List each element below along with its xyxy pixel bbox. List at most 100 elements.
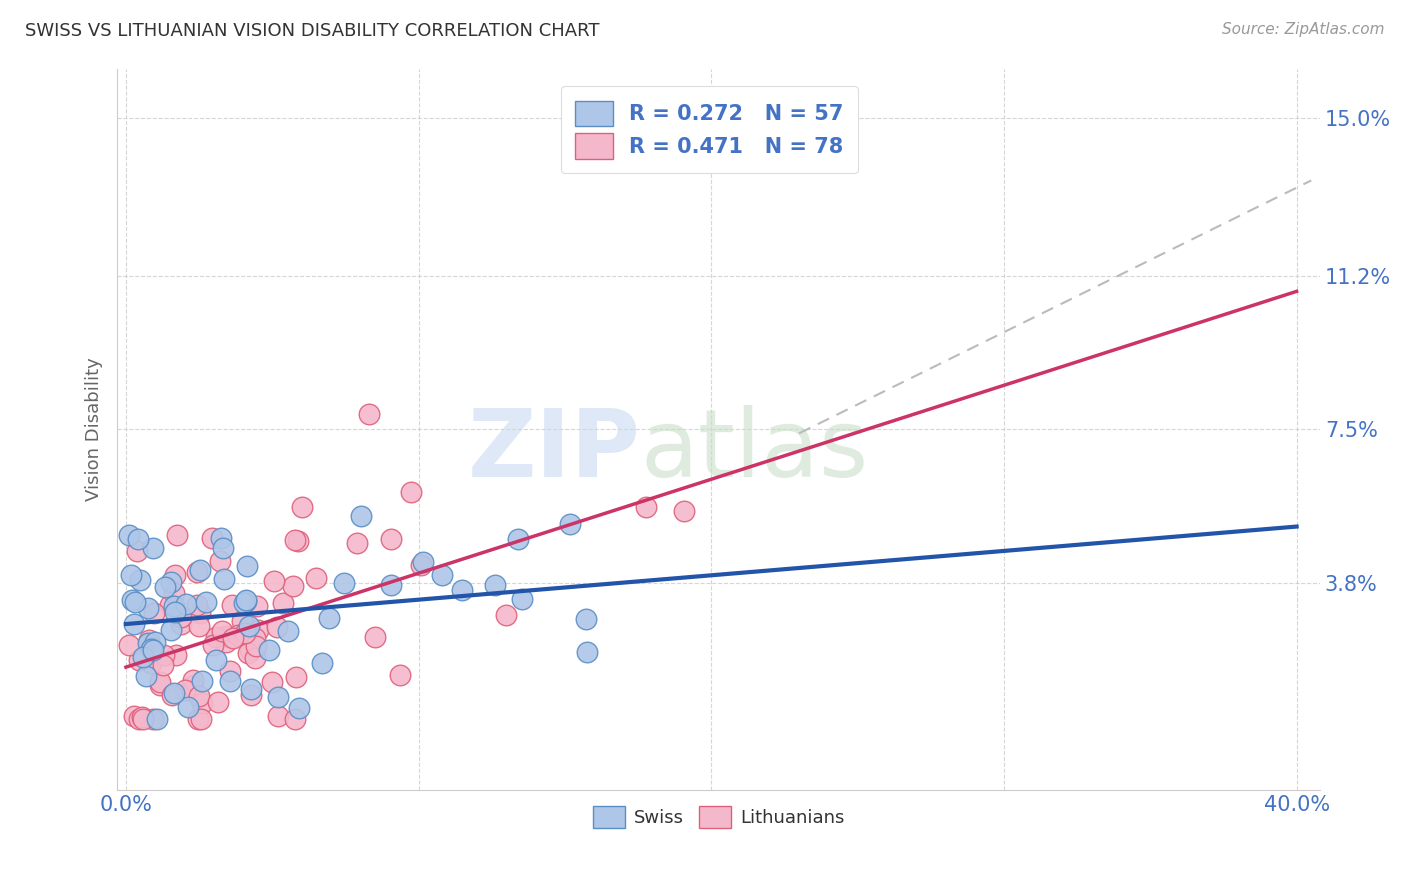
Point xyxy=(127,533,149,547)
Point xyxy=(136,601,159,615)
Point xyxy=(239,681,262,696)
Point xyxy=(190,563,212,577)
Point xyxy=(141,656,163,670)
Point xyxy=(155,580,177,594)
Point xyxy=(266,620,288,634)
Point xyxy=(235,593,257,607)
Point xyxy=(191,673,214,688)
Point xyxy=(245,639,267,653)
Point xyxy=(149,678,172,692)
Point xyxy=(120,568,142,582)
Point xyxy=(211,624,233,639)
Point xyxy=(146,713,169,727)
Point xyxy=(484,577,506,591)
Text: ZIP: ZIP xyxy=(468,405,640,497)
Point xyxy=(160,688,183,702)
Point xyxy=(201,638,224,652)
Point xyxy=(288,701,311,715)
Point xyxy=(143,606,166,620)
Point xyxy=(332,575,354,590)
Point xyxy=(166,527,188,541)
Point xyxy=(186,565,208,579)
Point xyxy=(450,583,472,598)
Point xyxy=(208,554,231,568)
Point xyxy=(177,699,200,714)
Point xyxy=(188,619,211,633)
Point xyxy=(122,709,145,723)
Point xyxy=(188,607,211,621)
Point xyxy=(191,696,214,710)
Point xyxy=(222,632,245,646)
Point xyxy=(127,543,149,558)
Point xyxy=(412,555,434,569)
Point xyxy=(506,532,529,546)
Point xyxy=(205,653,228,667)
Point xyxy=(159,598,181,612)
Point xyxy=(149,674,172,689)
Point xyxy=(128,573,150,587)
Y-axis label: Vision Disability: Vision Disability xyxy=(86,358,103,501)
Point xyxy=(170,609,193,624)
Point xyxy=(160,623,183,637)
Point xyxy=(122,616,145,631)
Point xyxy=(277,624,299,638)
Point xyxy=(201,531,224,545)
Point xyxy=(132,650,155,665)
Point xyxy=(236,559,259,574)
Point xyxy=(364,630,387,644)
Point xyxy=(495,607,517,622)
Point xyxy=(512,591,534,606)
Point xyxy=(236,647,259,661)
Point xyxy=(141,713,163,727)
Point xyxy=(243,631,266,645)
Point xyxy=(239,643,262,657)
Point xyxy=(143,634,166,648)
Point xyxy=(243,651,266,665)
Point xyxy=(271,596,294,610)
Point xyxy=(139,642,162,657)
Point xyxy=(239,688,262,702)
Point xyxy=(558,517,581,532)
Point xyxy=(430,568,453,582)
Point xyxy=(160,574,183,589)
Point xyxy=(284,669,307,683)
Point xyxy=(267,690,290,704)
Point xyxy=(409,558,432,572)
Point xyxy=(165,568,187,582)
Point xyxy=(257,643,280,657)
Point xyxy=(211,541,233,556)
Point xyxy=(575,612,598,626)
Point xyxy=(181,673,204,687)
Point xyxy=(233,596,256,610)
Point xyxy=(226,628,249,642)
Point xyxy=(128,713,150,727)
Point xyxy=(132,713,155,727)
Point xyxy=(186,598,208,612)
Point xyxy=(165,605,187,619)
Point xyxy=(142,541,165,556)
Point xyxy=(318,611,340,625)
Point xyxy=(235,593,257,607)
Point xyxy=(359,408,381,422)
Point xyxy=(136,636,159,650)
Point xyxy=(267,709,290,723)
Point xyxy=(152,657,174,672)
Point xyxy=(118,638,141,652)
Point xyxy=(576,645,599,659)
Point xyxy=(195,595,218,609)
Point xyxy=(263,574,285,588)
Point xyxy=(219,674,242,689)
Legend: Swiss, Lithuanians: Swiss, Lithuanians xyxy=(585,798,852,835)
Point xyxy=(350,508,373,523)
Point xyxy=(209,532,232,546)
Point xyxy=(135,669,157,683)
Point xyxy=(380,578,402,592)
Point xyxy=(170,617,193,632)
Point xyxy=(231,614,253,628)
Point xyxy=(174,683,197,698)
Point xyxy=(163,586,186,600)
Point xyxy=(153,648,176,663)
Text: SWISS VS LITHUANIAN VISION DISABILITY CORRELATION CHART: SWISS VS LITHUANIAN VISION DISABILITY CO… xyxy=(25,22,600,40)
Point xyxy=(204,630,226,644)
Text: Source: ZipAtlas.com: Source: ZipAtlas.com xyxy=(1222,22,1385,37)
